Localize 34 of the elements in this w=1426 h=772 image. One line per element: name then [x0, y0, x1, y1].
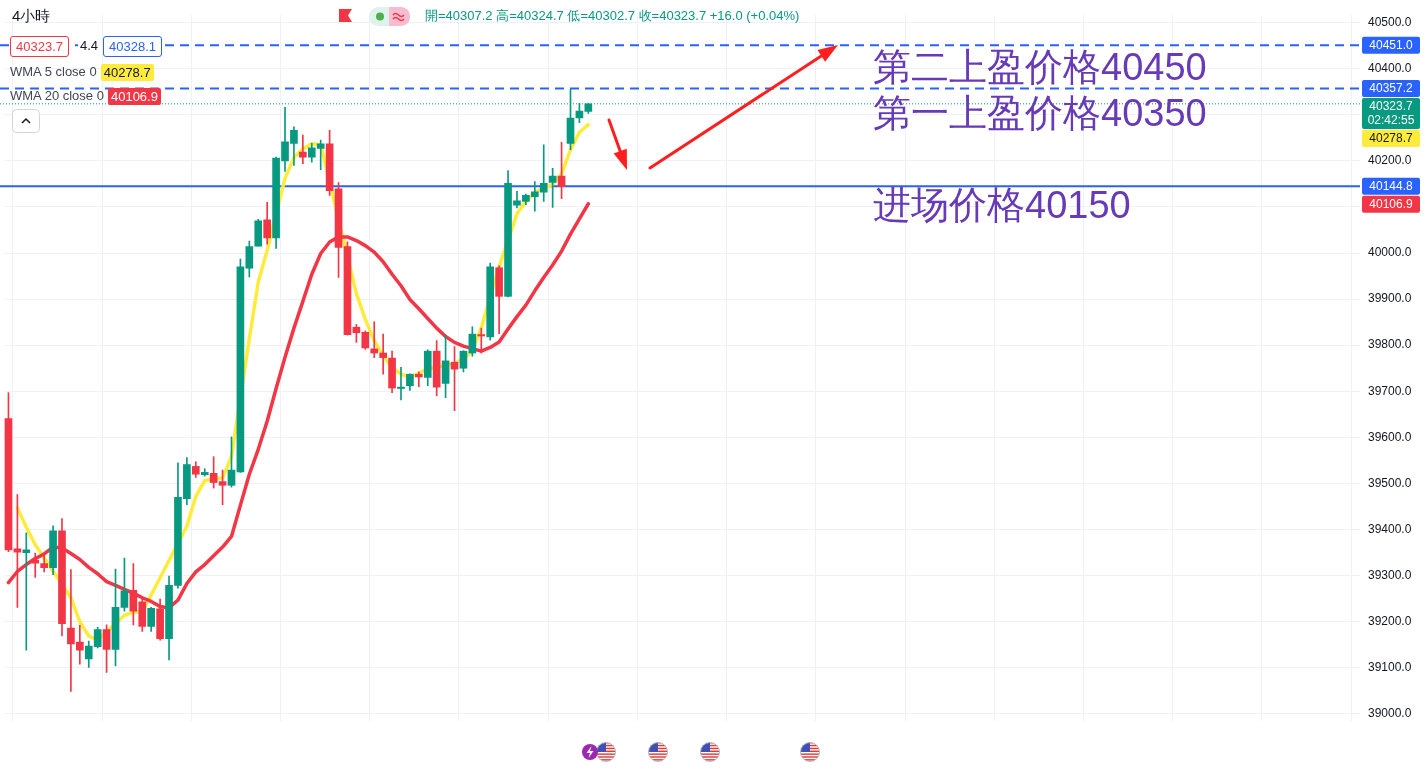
legend-label: WMA 5 close 0: [10, 64, 97, 79]
annotation: 40323.7: [10, 36, 69, 57]
chart-title: 4小時: [12, 7, 51, 25]
y-tick-label: 39400.0: [1368, 521, 1412, 536]
text: 40106.9: [1369, 197, 1413, 212]
annotation: 40278.7: [100, 64, 154, 82]
annotation: 进场价格40150: [873, 184, 1131, 227]
chart-subtitle: 開=40307.2 高=40324.7 低=40302.7 收=40323.7 +16.0 (+0.04%): [425, 8, 800, 24]
ref-line-label: 40357.2: [1369, 81, 1414, 96]
annotation: 第二上盈价格40450: [873, 46, 1207, 89]
y-tick-label: 40500.0: [1368, 14, 1412, 29]
annotation: 第一上盈价格40350: [873, 92, 1207, 135]
y-tick-label: 39000.0: [1368, 706, 1412, 721]
ref-line-label: 40323.7: [1369, 99, 1414, 114]
y-tick-label: 40400.0: [1368, 60, 1412, 75]
ref-line-label: 40144.8: [1369, 179, 1414, 194]
y-tick-label: 40000.0: [1368, 245, 1412, 260]
y-tick-label: 39800.0: [1368, 337, 1412, 352]
y-tick-label: 40200.0: [1368, 153, 1412, 168]
y-tick-label: 39200.0: [1368, 614, 1412, 629]
candlestick: [22, 532, 31, 651]
y-tick-label: 39700.0: [1368, 383, 1412, 398]
ref-line-label: 40451.0: [1369, 37, 1414, 52]
text: 02:42:55: [1367, 113, 1415, 128]
annotation: 40328.1: [103, 36, 162, 57]
y-tick-label: 39300.0: [1368, 567, 1412, 582]
text: 40278.7: [1369, 131, 1413, 146]
y-tick-label: 39900.0: [1368, 291, 1412, 306]
y-tick-label: 39100.0: [1368, 660, 1412, 675]
y-tick-label: 39500.0: [1368, 475, 1412, 490]
legend-label: WMA 20 close 0: [10, 88, 104, 103]
annotation: 4.4: [78, 37, 101, 55]
y-tick-label: 39600.0: [1368, 429, 1412, 444]
annotation: 40106.9: [107, 88, 161, 106]
